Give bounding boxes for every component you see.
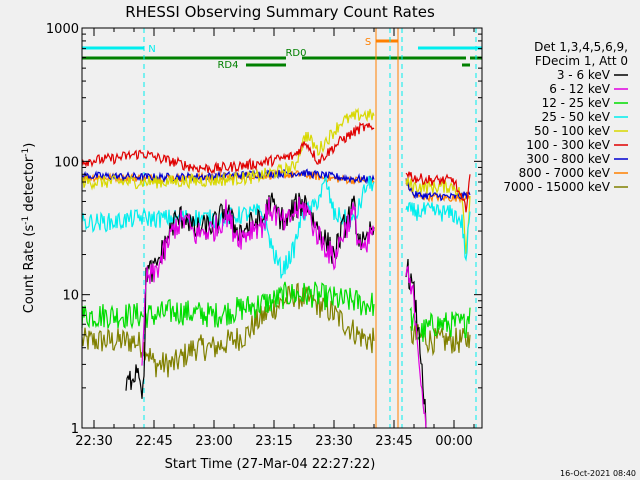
y-axis: 1 10 100 1000 xyxy=(46,22,482,437)
footer-timestamp: 16-Oct-2021 08:40 xyxy=(560,469,636,478)
x-axis: 22:30 22:45 23:00 23:15 23:30 23:45 00:00 xyxy=(75,28,475,449)
legend: Det 1,3,4,5,6,9,FDecim 1, Att 03 - 6 keV… xyxy=(503,40,628,194)
series-line-4 xyxy=(81,107,471,254)
series-line-1 xyxy=(81,281,471,342)
legend-label-5: 100 - 300 keV xyxy=(526,138,610,152)
flag-label-s: S xyxy=(365,37,371,48)
series-line-5 xyxy=(81,121,471,213)
y-tick-label-2: 100 xyxy=(54,155,79,170)
x-axis-label: Start Time (27-Mar-04 22:27:22) xyxy=(165,457,376,472)
series-layer xyxy=(81,107,471,429)
legend-header-0: Det 1,3,4,5,6,9, xyxy=(534,40,628,54)
flag-label-n: N xyxy=(148,44,155,55)
x-tick-label-4: 23:30 xyxy=(315,434,352,449)
x-tick-label-0: 22:30 xyxy=(75,434,112,449)
plot-frame xyxy=(81,27,483,429)
flags-layer: N S RD0 RD4 xyxy=(82,37,482,71)
y-tick-label-3: 1000 xyxy=(46,22,79,37)
y-tick-label-1: 10 xyxy=(62,289,79,304)
legend-label-6: 300 - 800 keV xyxy=(526,152,610,166)
legend-label-8: 7000 - 15000 keV xyxy=(503,180,610,194)
chart-title: RHESSI Observing Summary Count Rates xyxy=(125,3,435,21)
x-tick-label-2: 23:00 xyxy=(195,434,232,449)
flag-label-rd4: RD4 xyxy=(217,60,238,71)
x-tick-label-5: 23:45 xyxy=(375,434,412,449)
legend-label-1: 6 - 12 keV xyxy=(549,82,611,96)
legend-label-0: 3 - 6 keV xyxy=(557,68,611,82)
legend-label-2: 12 - 25 keV xyxy=(542,96,611,110)
flag-label-rd0: RD0 xyxy=(285,48,306,59)
series-line-8 xyxy=(141,196,427,429)
y-tick-label-0: 1 xyxy=(71,422,79,437)
legend-label-3: 25 - 50 keV xyxy=(542,110,611,124)
legend-label-7: 800 - 7000 keV xyxy=(519,166,611,180)
y-axis-label: Count Rate (s-1 detector-1) xyxy=(21,143,37,314)
legend-header-1: FDecim 1, Att 0 xyxy=(535,54,628,68)
legend-label-4: 50 - 100 keV xyxy=(534,124,611,138)
x-tick-label-6: 00:00 xyxy=(435,434,472,449)
x-tick-label-1: 22:45 xyxy=(135,434,172,449)
x-tick-label-3: 23:15 xyxy=(255,434,292,449)
